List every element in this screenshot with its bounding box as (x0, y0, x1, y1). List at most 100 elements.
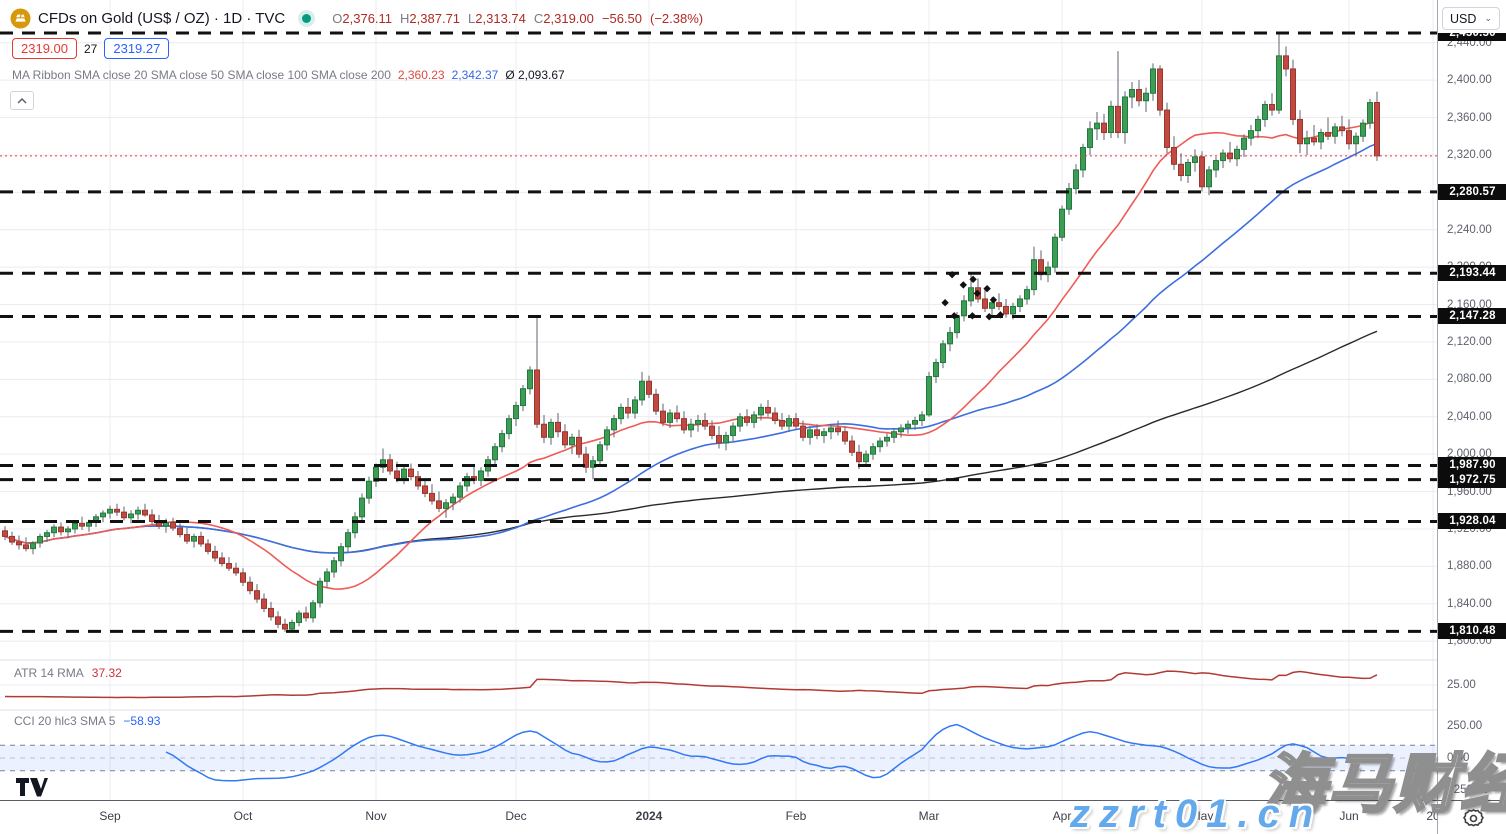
time-axis-label: Sep (99, 809, 121, 823)
legend-collapse-button[interactable] (10, 91, 34, 110)
main-chart-svg[interactable] (0, 0, 1437, 800)
price-axis[interactable]: 2,440.00 2,400.00 2,360.00 2,320.00 2,240.00… (1437, 0, 1506, 800)
candle-body (898, 427, 904, 433)
candle-body (1073, 169, 1079, 190)
pattern-dot[interactable] (941, 299, 949, 307)
ma-ribbon-legend[interactable]: MA Ribbon SMA close 20 SMA close 50 SMA … (12, 68, 703, 82)
atr-line[interactable] (4, 670, 1378, 699)
candle-body (142, 509, 148, 516)
price-axis-label: 1,960.00 (1447, 485, 1492, 498)
price-axis-label: 1,880.00 (1447, 560, 1492, 573)
cci-line[interactable] (165, 723, 1378, 782)
candle-body (219, 557, 225, 565)
candle-body (905, 423, 911, 429)
candle-body (366, 480, 372, 499)
candle-body (37, 535, 43, 544)
time-axis-label: Mar (918, 809, 940, 823)
pattern-dot[interactable] (950, 312, 958, 320)
pattern-dot[interactable] (948, 270, 956, 279)
time-axis[interactable]: Sep Oct Nov Dec 2024 Feb Mar Apr May Jun 20 (0, 800, 1440, 834)
candle-body (51, 526, 57, 534)
candle-body (807, 429, 813, 438)
candle-body (373, 466, 379, 482)
tradingview-logo[interactable] (16, 778, 48, 797)
time-axis-label: Oct (233, 809, 253, 823)
time-axis-label: Jun (1339, 809, 1359, 823)
candle-body (23, 544, 29, 550)
time-axis-label: Apr (1052, 809, 1072, 823)
pattern-dot[interactable] (985, 313, 993, 321)
cci-band (0, 745, 1437, 771)
candle-body (429, 492, 435, 502)
candle-body (632, 399, 638, 414)
pattern-dot[interactable] (996, 311, 1005, 319)
candle-body (751, 414, 757, 423)
gear-icon[interactable] (1463, 808, 1484, 829)
price-axis-label: 2,360.00 (1447, 111, 1492, 124)
candle-body (1374, 101, 1380, 157)
pattern-dot[interactable] (968, 312, 977, 320)
candle-body (1248, 130, 1254, 139)
bid-price-box[interactable]: 2319.00 (12, 38, 77, 59)
candle-body (65, 528, 71, 533)
candle-body (737, 416, 743, 427)
candle-body (1108, 105, 1114, 134)
candle-body (268, 607, 274, 618)
candle-body (947, 332, 953, 345)
candle-body (2, 530, 8, 537)
currency-dropdown[interactable]: USD ⌄ (1442, 7, 1500, 30)
change-value: −56.50 (601, 11, 642, 26)
symbol-title[interactable]: CFDs on Gold (US$ / OZ) · 1D · TVC (38, 10, 286, 27)
candle-body (331, 560, 337, 573)
sma-average-line[interactable] (4, 330, 1378, 554)
spread-value: 27 (84, 41, 98, 56)
cci-axis-label: −250.00 (1447, 784, 1489, 796)
candle-body (1045, 266, 1051, 276)
time-axis-label: 2024 (635, 809, 663, 823)
candle-body (275, 616, 281, 625)
price-axis-label: 2,240.00 (1447, 223, 1492, 236)
ma-ribbon-label: MA Ribbon SMA close 20 SMA close 50 SMA … (12, 68, 391, 82)
candle-body (114, 508, 120, 513)
watermark-brand: 海马财经 (1261, 747, 1506, 822)
candle-body (345, 532, 351, 548)
candle-body (989, 302, 995, 309)
candle-body (317, 580, 323, 604)
candle-body (261, 598, 267, 609)
candles-layer[interactable] (2, 33, 1380, 633)
atr-legend[interactable]: ATR 14 RMA 37.32 (14, 666, 122, 680)
pattern-dot[interactable] (959, 281, 967, 289)
price-level-badge: 2,193.44 (1438, 265, 1506, 282)
candle-body (653, 393, 659, 412)
candle-body (1360, 122, 1366, 137)
candle-body (891, 431, 897, 438)
atr-value: 37.32 (91, 666, 122, 680)
ask-price-box[interactable]: 2319.27 (104, 38, 170, 59)
candle-body (415, 476, 421, 487)
price-level-badge: 1,928.04 (1438, 513, 1506, 530)
candle-body (709, 425, 715, 436)
candle-body (1346, 130, 1352, 145)
cci-legend[interactable]: CCI 20 hlc3 SMA 5 −58.93 (14, 714, 160, 728)
sma20-value: 2,360.23 (397, 68, 445, 82)
candle-body (1220, 152, 1226, 162)
watermark-url: zzrt01.cn (1070, 792, 1323, 834)
candle-body (611, 418, 617, 431)
pattern-dot[interactable] (973, 289, 981, 298)
candle-body (695, 420, 701, 425)
candle-body (44, 532, 50, 537)
candle-body (961, 300, 967, 317)
candle-body (1241, 137, 1247, 150)
candle-body (450, 496, 456, 504)
candle-body (1367, 102, 1373, 124)
cci-value: −58.93 (123, 714, 161, 728)
pattern-dot[interactable] (989, 296, 998, 304)
candle-body (520, 388, 526, 407)
candle-body (576, 436, 582, 455)
pattern-dot[interactable] (983, 284, 991, 293)
candle-body (534, 369, 540, 425)
candle-body (149, 514, 155, 522)
pattern-dot[interactable] (969, 275, 977, 283)
sma50-value: 2,342.37 (451, 68, 499, 82)
market-status-icon[interactable] (302, 14, 312, 23)
